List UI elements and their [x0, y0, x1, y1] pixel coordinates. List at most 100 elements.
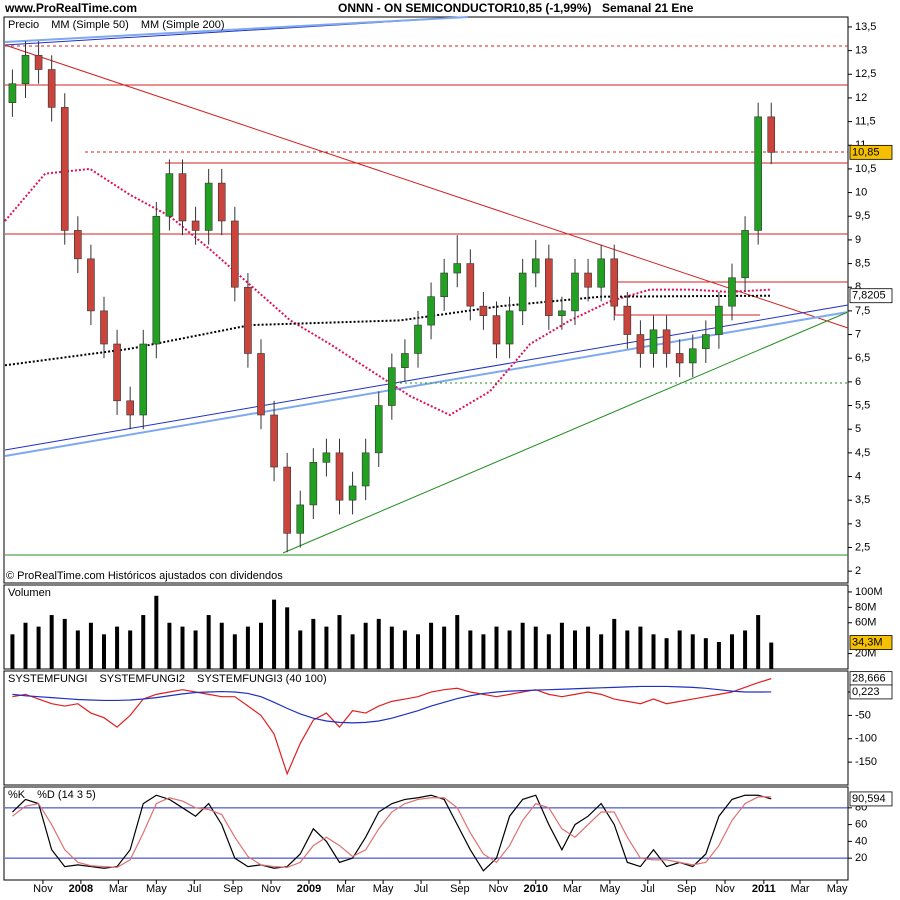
candle-body — [231, 220, 239, 288]
x-tick-label: Sep — [677, 883, 697, 895]
candle-body — [649, 329, 658, 354]
volume-bar — [49, 615, 54, 669]
y-tick-label: 9 — [855, 234, 861, 246]
x-tick-label: Jul — [641, 883, 655, 895]
volume-bar — [141, 615, 146, 669]
volume-bar — [350, 634, 355, 669]
y-tick-label: 9,5 — [855, 210, 870, 222]
y-tick-label: 3 — [855, 518, 861, 530]
candle-body — [217, 182, 226, 222]
x-tick-label: 2010 — [524, 883, 548, 895]
x-tick-label: Nov — [261, 883, 281, 895]
candle-body — [374, 405, 383, 454]
legend-entry: %D (14 3 5) — [37, 789, 96, 801]
volume-bar — [232, 634, 237, 669]
y-tick-label: -100 — [855, 733, 877, 745]
trend-line — [282, 311, 849, 554]
candle-body — [675, 353, 684, 364]
y-tick-label: -150 — [855, 756, 877, 768]
x-tick-label: Jul — [414, 883, 428, 895]
volume-bar — [507, 630, 512, 669]
x-tick-label: May — [146, 883, 167, 895]
period: Semanal 21 Ene — [602, 1, 694, 15]
volume-bar — [10, 634, 15, 669]
x-tick-label: Nov — [33, 883, 53, 895]
y-tick-label: 100M — [855, 586, 883, 598]
volume-bar — [363, 622, 368, 669]
candle-body — [309, 462, 318, 506]
indicator-line — [12, 796, 772, 869]
y-tick-label: 10,5 — [855, 163, 876, 175]
candle-body — [165, 173, 174, 217]
candle-body — [244, 286, 252, 354]
y-tick-label: 12,5 — [855, 68, 876, 80]
x-tick-label: Mar — [336, 883, 355, 895]
candle-body — [34, 55, 43, 70]
candle-body — [8, 83, 17, 103]
y-tick-label: 6,5 — [855, 352, 870, 364]
volume-bar — [245, 626, 250, 669]
candle-body — [610, 258, 619, 307]
indicator-line — [11, 794, 772, 872]
candle-body — [440, 272, 448, 297]
value-marker-label: 10,85 — [852, 146, 880, 158]
candle-body — [492, 315, 501, 345]
volume-bar — [625, 630, 630, 669]
legend-entry: SYSTEMFUNGI — [8, 673, 87, 685]
volume-bar — [167, 622, 172, 669]
candle-body — [270, 414, 278, 468]
volume-bar — [180, 626, 185, 669]
candle-body — [623, 305, 632, 335]
candle-body — [702, 334, 710, 350]
volume-bar — [298, 630, 303, 669]
volume-bar — [533, 626, 538, 669]
trend-line — [4, 44, 849, 329]
volume-bar — [455, 615, 460, 669]
candle-body — [741, 230, 749, 279]
trend-line — [4, 304, 849, 451]
candle-body — [558, 310, 566, 316]
volume-bar — [311, 618, 316, 669]
y-tick-label: 13,5 — [855, 21, 876, 33]
candle-body — [296, 504, 305, 534]
volume-bar — [520, 622, 525, 669]
x-tick-label: Nov — [715, 883, 735, 895]
value-marker — [849, 684, 893, 700]
y-tick-label: 2,5 — [855, 541, 870, 553]
y-tick-label: 4,5 — [855, 447, 870, 459]
y-tick-label: 10 — [855, 186, 867, 198]
y-tick-label: 13 — [855, 45, 867, 57]
value-marker — [849, 635, 893, 650]
fungi-frame — [3, 670, 849, 786]
x-tick-label: Sep — [450, 883, 470, 895]
volume-bar — [546, 634, 551, 669]
y-tick-label: 2 — [855, 565, 861, 577]
volume-bar — [612, 618, 617, 669]
value-marker-label: 34,3M — [852, 636, 883, 648]
x-tick-label: Jul — [187, 883, 201, 895]
volume-bar — [206, 615, 211, 669]
candle-body — [767, 116, 776, 153]
y-tick-label: 11,5 — [855, 115, 876, 127]
volume-bar — [128, 630, 133, 669]
y-tick-label: 5 — [855, 423, 861, 435]
candle-body — [715, 305, 723, 335]
volume-bar — [258, 622, 263, 669]
x-tick-label: Mar — [563, 883, 582, 895]
candle-body — [74, 230, 82, 260]
volume-bar — [429, 622, 434, 669]
y-tick-label: 6 — [855, 376, 861, 388]
volume-bar — [88, 622, 93, 669]
footnote: © ProRealTime.com Históricos ajustados c… — [6, 570, 283, 582]
y-tick-label: -50 — [855, 709, 871, 721]
volume-bar — [219, 622, 224, 669]
candle-body — [636, 334, 645, 354]
legend-entry: Precio — [8, 19, 39, 31]
y-tick-label: 7 — [855, 328, 861, 340]
x-tick-label: 2008 — [69, 883, 93, 895]
value-marker-label: 28,666 — [852, 673, 886, 685]
legend-entry: SYSTEMFUNGI3 (40 100) — [197, 673, 327, 685]
volume-bar — [193, 630, 198, 669]
volume-bar — [324, 626, 329, 669]
